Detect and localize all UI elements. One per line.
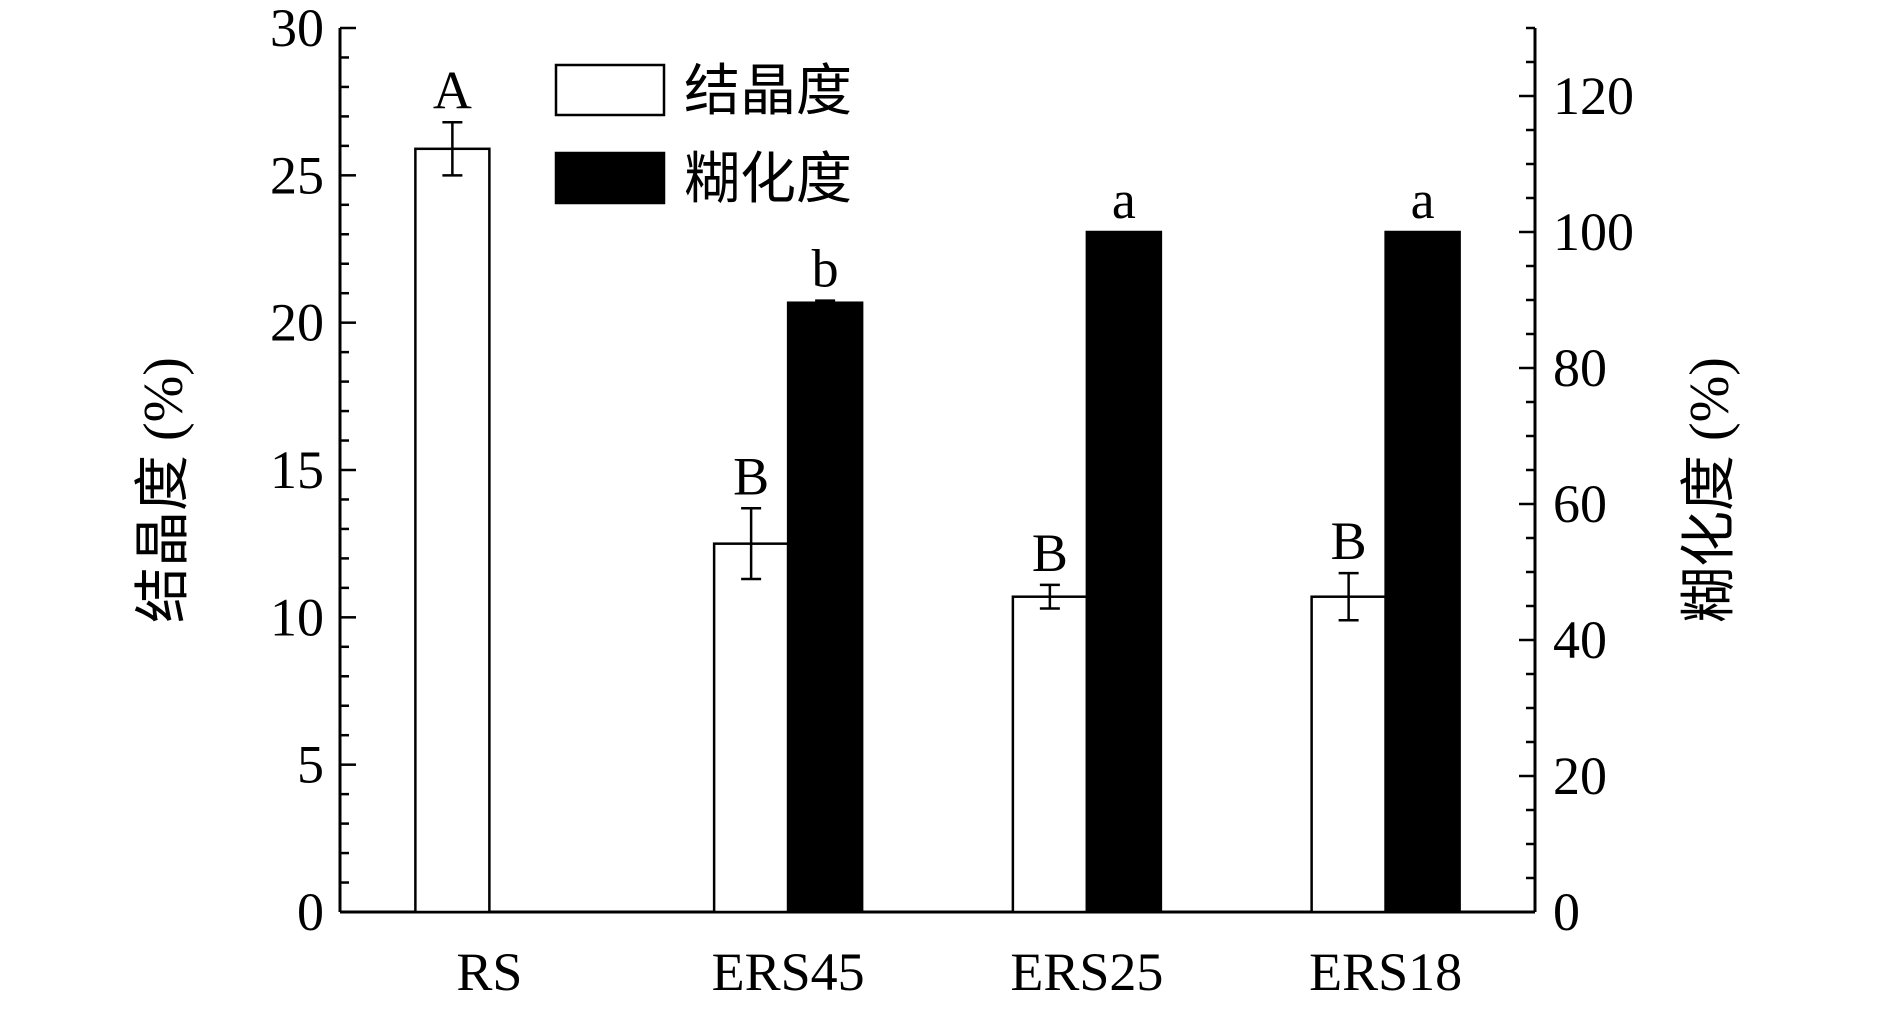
y-left-tick-label: 30 bbox=[270, 0, 324, 58]
y-right-tick-label: 20 bbox=[1553, 746, 1607, 806]
bar-crystallinity bbox=[414, 147, 491, 914]
y-left-axis-title: 结晶度 (%) bbox=[133, 357, 195, 623]
y-right-tick-label: 100 bbox=[1553, 202, 1634, 262]
y-left-tick-label: 10 bbox=[270, 587, 324, 647]
y-right-tick-label: 60 bbox=[1553, 474, 1607, 534]
x-category-label: ERS25 bbox=[1010, 942, 1163, 1002]
y-left-tick-label: 25 bbox=[270, 145, 324, 205]
significance-label: a bbox=[1411, 170, 1435, 230]
bar-gelatinization bbox=[1085, 230, 1163, 914]
legend-swatch-gelatinization bbox=[554, 151, 666, 205]
y-left-tick-label: 20 bbox=[270, 293, 324, 353]
bar-crystallinity bbox=[712, 542, 790, 914]
significance-label: A bbox=[433, 60, 472, 120]
y-right-tick-label: 40 bbox=[1553, 610, 1607, 670]
y-left-tick-label: 5 bbox=[297, 735, 324, 795]
significance-label: B bbox=[1032, 523, 1068, 583]
significance-label: b bbox=[812, 239, 839, 299]
y-right-tick-label: 80 bbox=[1553, 338, 1607, 398]
x-category-label: RS bbox=[456, 942, 522, 1002]
legend-swatch-crystallinity bbox=[554, 63, 666, 117]
y-right-tick-label: 120 bbox=[1553, 66, 1634, 126]
y-right-tick-label: 0 bbox=[1553, 882, 1580, 942]
bar-gelatinization bbox=[786, 301, 864, 914]
significance-label: B bbox=[1331, 511, 1367, 571]
legend-label-gelatinization: 糊化度 bbox=[684, 149, 852, 211]
significance-label: B bbox=[733, 446, 769, 506]
bar-crystallinity bbox=[1011, 595, 1089, 914]
bar-gelatinization bbox=[1384, 230, 1461, 914]
y-right-axis-title: 糊化度 (%) bbox=[1679, 357, 1741, 623]
x-category-label: ERS18 bbox=[1309, 942, 1462, 1002]
significance-label: a bbox=[1112, 170, 1136, 230]
x-category-label: ERS45 bbox=[712, 942, 865, 1002]
y-left-tick-label: 15 bbox=[270, 440, 324, 500]
legend-label-crystallinity: 结晶度 bbox=[684, 61, 852, 123]
bar-crystallinity bbox=[1310, 595, 1387, 914]
y-left-tick-label: 0 bbox=[297, 882, 324, 942]
